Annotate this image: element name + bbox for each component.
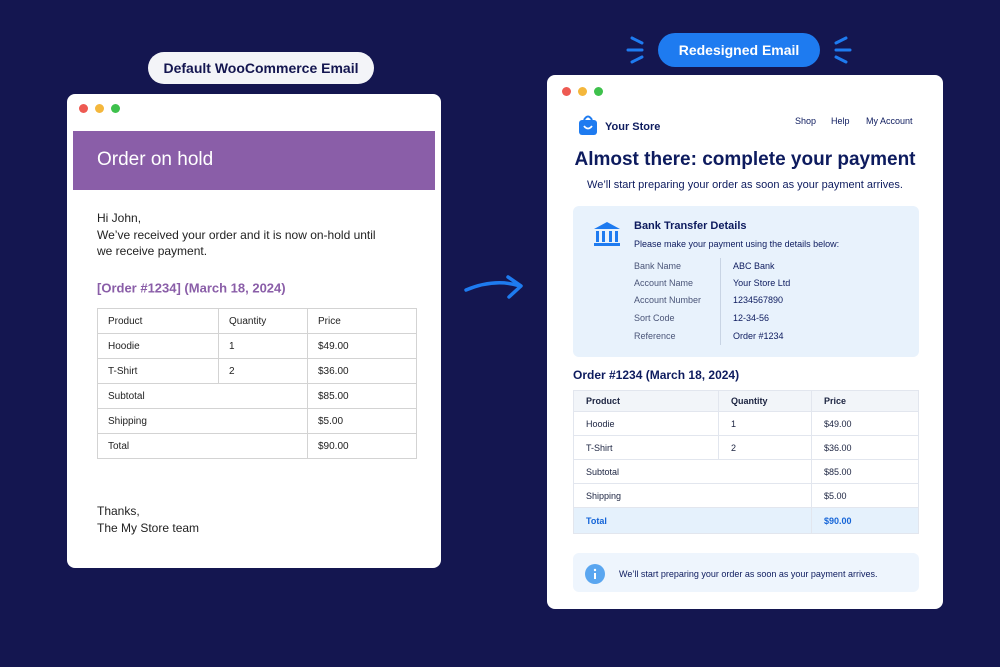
total-value: $5.00 <box>811 483 919 508</box>
arrow-head <box>506 275 523 299</box>
cell: 2 <box>218 358 308 384</box>
divider <box>720 258 721 345</box>
column-header: Price <box>811 390 919 412</box>
cell: Hoodie <box>573 411 719 436</box>
window-dot <box>594 87 603 96</box>
bank-label: Sort Code <box>634 313 675 323</box>
cell: $49.00 <box>307 333 417 359</box>
nav-link[interactable]: Help <box>831 116 850 126</box>
bank-value: Order #1234 <box>733 331 784 341</box>
total-row: Total $90.00 <box>573 507 919 534</box>
heading: Almost there: complete your payment <box>574 149 916 170</box>
greeting: Hi John, <box>97 211 142 225</box>
window-dot <box>562 87 571 96</box>
badge-rays <box>626 36 852 64</box>
bank-box <box>573 206 919 357</box>
closing: Thanks, <box>97 504 140 518</box>
total-row: Subtotal $85.00 <box>97 383 417 409</box>
item-row: T-Shirt 2 $36.00 <box>97 358 417 384</box>
total-value: $85.00 <box>307 383 417 409</box>
cell: $36.00 <box>307 358 417 384</box>
header-row: Product Quantity Price <box>97 308 417 334</box>
badge <box>148 52 374 84</box>
header-row: Product Quantity Price <box>573 390 919 412</box>
total-label: Subtotal <box>97 383 308 409</box>
column-header: Price <box>307 308 417 334</box>
bank-value: Your Store Ltd <box>733 278 791 288</box>
bank-title: Bank Transfer Details <box>634 220 747 232</box>
header-title: Order on hold <box>97 149 214 170</box>
total-value: $5.00 <box>307 408 417 434</box>
order-title: [Order #1234] (March 18, 2024) <box>97 280 286 296</box>
window-dot <box>79 104 88 113</box>
total-label: Subtotal <box>573 459 812 484</box>
column-header: Product <box>573 390 719 412</box>
cell: T-Shirt <box>97 358 219 384</box>
brand: Your Store <box>605 121 661 133</box>
closing: The My Store team <box>97 521 200 535</box>
order-table: Product Quantity Price Hoodie 1 $49.00 T-Shirt… <box>573 390 919 534</box>
cell: 1 <box>218 333 308 359</box>
total-value: $85.00 <box>811 459 919 484</box>
bank-value: ABC Bank <box>733 261 775 271</box>
cell: 1 <box>718 411 812 436</box>
subheading: We’ll start preparing your order as soon… <box>587 179 903 191</box>
total-row: Shipping $5.00 <box>97 408 417 434</box>
order-table: Product Quantity Price Hoodie 1 $49.00 T-Shirt… <box>97 308 417 459</box>
total-label: Total <box>573 507 812 534</box>
info-icon <box>585 564 605 584</box>
window-dot <box>95 104 104 113</box>
bank-label: Account Name <box>634 278 694 288</box>
order-title: Order #1234 (March 18, 2024) <box>573 368 740 382</box>
store-logo <box>579 115 597 135</box>
total-label: Shipping <box>573 483 812 508</box>
total-row: Subtotal $85.00 <box>573 459 919 484</box>
total-label: Total <box>97 433 308 459</box>
bank-label: Bank Name <box>634 261 682 271</box>
cell: Hoodie <box>97 333 219 359</box>
item-row: T-Shirt 2 $36.00 <box>573 435 919 460</box>
badge-text: Default WooCommerce Email <box>163 60 359 76</box>
item-row: Hoodie 1 $49.00 <box>97 333 417 359</box>
nav-link[interactable]: My Account <box>866 116 913 126</box>
badge <box>658 33 820 67</box>
total-row: Total $90.00 <box>97 433 417 459</box>
nav-link[interactable]: Shop <box>795 116 817 126</box>
column-header: Product <box>97 308 219 334</box>
body-text: We’ve received your order and it is now … <box>97 228 376 258</box>
cell: $49.00 <box>811 411 919 436</box>
cell: $36.00 <box>811 435 919 460</box>
window-dot <box>578 87 587 96</box>
item-row: Hoodie 1 $49.00 <box>573 411 919 436</box>
bank-value: 12-34-56 <box>733 313 770 323</box>
info-box <box>573 553 919 592</box>
window-dot <box>111 104 120 113</box>
arrow <box>464 281 522 292</box>
total-label: Shipping <box>97 408 308 434</box>
bank-value: 1234567890 <box>733 295 784 305</box>
info-note: We’ll start preparing your order as soon… <box>619 569 878 579</box>
badge-text: Redesigned Email <box>678 42 800 58</box>
bank-intro: Please make your payment using the detai… <box>634 239 840 249</box>
cell: T-Shirt <box>573 435 719 460</box>
bank-label: Account Number <box>634 295 702 305</box>
total-value: $90.00 <box>811 507 919 534</box>
total-row: Shipping $5.00 <box>573 483 919 508</box>
total-value: $90.00 <box>307 433 417 459</box>
email-header <box>73 131 435 190</box>
bank-label: Reference <box>634 331 676 341</box>
bank-icon <box>594 222 620 246</box>
column-header: Quantity <box>718 390 812 412</box>
column-header: Quantity <box>218 308 308 334</box>
cell: 2 <box>718 435 812 460</box>
